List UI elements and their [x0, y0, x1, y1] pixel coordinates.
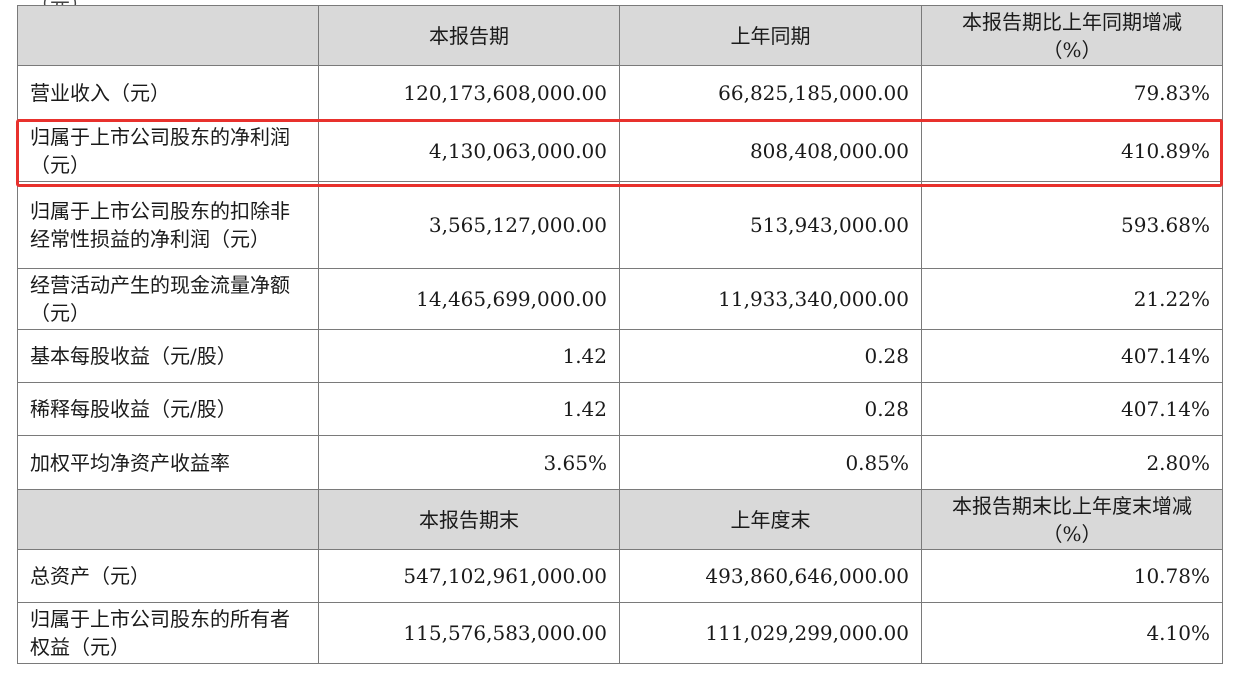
header-prior-year-end: 上年度末	[619, 489, 922, 550]
row-label: 营业收入（元）	[17, 65, 319, 120]
row-label: 总资产（元）	[17, 549, 319, 603]
row-label: 归属于上市公司股东的所有者权益（元）	[17, 602, 319, 664]
cell-change: 4.10%	[921, 602, 1223, 664]
cell-prior: 66,825,185,000.00	[619, 65, 922, 120]
financial-summary-table: 本报告期 上年同期 本报告期比上年同期增减 （%） 营业收入（元） 120,17…	[17, 5, 1223, 664]
header-empty-cell	[17, 489, 319, 550]
cell-change: 79.83%	[921, 65, 1223, 120]
cell-prior: 0.85%	[619, 435, 922, 490]
cell-prior: 493,860,646,000.00	[619, 549, 922, 603]
cell-change: 2.80%	[921, 435, 1223, 490]
table-row: 基本每股收益（元/股） 1.42 0.28 407.14%	[17, 329, 1223, 383]
cell-current: 547,102,961,000.00	[318, 549, 620, 603]
table-row-highlighted: 归属于上市公司股东的净利润（元） 4,130,063,000.00 808,40…	[17, 119, 1223, 182]
cell-prior: 11,933,340,000.00	[619, 268, 922, 330]
cell-current: 1.42	[318, 329, 620, 383]
row-label: 归属于上市公司股东的扣除非经常性损益的净利润（元）	[17, 181, 319, 269]
table-row: 经营活动产生的现金流量净额（元） 14,465,699,000.00 11,93…	[17, 268, 1223, 330]
cell-current: 14,465,699,000.00	[318, 268, 620, 330]
cell-prior: 0.28	[619, 382, 922, 436]
header-change-percent: 本报告期末比上年度末增减 （%）	[921, 489, 1223, 550]
cell-change: 21.22%	[921, 268, 1223, 330]
row-label: 稀释每股收益（元/股）	[17, 382, 319, 436]
cell-prior: 0.28	[619, 329, 922, 383]
row-label: 基本每股收益（元/股）	[17, 329, 319, 383]
cell-current: 4,130,063,000.00	[318, 119, 620, 182]
cell-current: 1.42	[318, 382, 620, 436]
cell-prior: 808,408,000.00	[619, 119, 922, 182]
cell-change: 10.78%	[921, 549, 1223, 603]
table-row: 归属于上市公司股东的所有者权益（元） 115,576,583,000.00 11…	[17, 602, 1223, 664]
cell-current: 3.65%	[318, 435, 620, 490]
table-row: 归属于上市公司股东的扣除非经常性损益的净利润（元） 3,565,127,000.…	[17, 181, 1223, 269]
header-period-end: 本报告期末	[318, 489, 620, 550]
table-header-row-1: 本报告期 上年同期 本报告期比上年同期增减 （%）	[17, 5, 1223, 66]
cell-change: 407.14%	[921, 382, 1223, 436]
cell-prior: 111,029,299,000.00	[619, 602, 922, 664]
header-prior-period: 上年同期	[619, 5, 922, 66]
cell-change: 593.68%	[921, 181, 1223, 269]
row-label: 加权平均净资产收益率	[17, 435, 319, 490]
table-row: 营业收入（元） 120,173,608,000.00 66,825,185,00…	[17, 65, 1223, 120]
cell-current: 3,565,127,000.00	[318, 181, 620, 269]
table-row: 加权平均净资产收益率 3.65% 0.85% 2.80%	[17, 435, 1223, 490]
cell-change: 410.89%	[921, 119, 1223, 182]
row-label: 归属于上市公司股东的净利润（元）	[17, 119, 319, 182]
table-row: 稀释每股收益（元/股） 1.42 0.28 407.14%	[17, 382, 1223, 436]
header-current-period: 本报告期	[318, 5, 620, 66]
table-row: 总资产（元） 547,102,961,000.00 493,860,646,00…	[17, 549, 1223, 603]
cell-current: 120,173,608,000.00	[318, 65, 620, 120]
table-header-row-2: 本报告期末 上年度末 本报告期末比上年度末增减 （%）	[17, 489, 1223, 550]
header-empty-cell	[17, 5, 319, 66]
cell-change: 407.14%	[921, 329, 1223, 383]
row-label: 经营活动产生的现金流量净额（元）	[17, 268, 319, 330]
cell-current: 115,576,583,000.00	[318, 602, 620, 664]
header-change-percent: 本报告期比上年同期增减 （%）	[921, 5, 1223, 66]
cell-prior: 513,943,000.00	[619, 181, 922, 269]
